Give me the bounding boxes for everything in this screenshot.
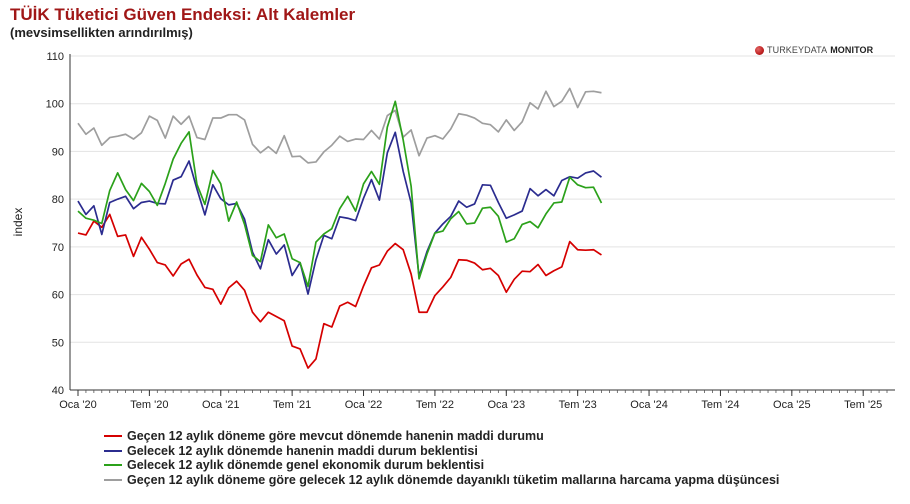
legend-swatch [104, 435, 122, 438]
legend-swatch [104, 464, 122, 467]
x-tick-label: Tem '23 [559, 399, 597, 411]
series-line-3 [77, 100, 603, 288]
x-tick-label: Tem '21 [273, 399, 311, 411]
brand-logo: TURKEYDATA MONITOR [755, 45, 873, 55]
legend-swatch [104, 478, 122, 481]
x-tick-label: Tem '24 [701, 399, 739, 411]
chart-title: TÜİK Tüketici Güven Endeksi: Alt Kalemle… [10, 5, 356, 24]
brand-suffix: MONITOR [830, 45, 874, 55]
x-tick-label: Tem '20 [130, 399, 168, 411]
chart-subtitle: (mevsimsellikten arındırılmış) [10, 25, 193, 40]
x-tick-label: Oca '21 [202, 399, 240, 411]
y-tick-label: 70 [52, 242, 64, 254]
y-tick-labels: 40 50 60 70 80 90 100 110 [46, 51, 64, 397]
y-tick-label: 110 [46, 51, 64, 63]
x-tick-label: Tem '25 [844, 399, 882, 411]
brand-prefix: TURKEYDATA [767, 45, 828, 55]
y-tick-label: 60 [52, 290, 64, 302]
y-tick-label: 50 [52, 337, 64, 349]
legend: Geçen 12 aylık döneme göre mevcut dönemd… [104, 429, 779, 487]
y-tick-label: 40 [52, 385, 64, 397]
legend-item: Gelecek 12 aylık dönemde hanenin maddi d… [104, 444, 779, 459]
y-tick-label: 80 [52, 194, 64, 206]
series-line-4 [77, 87, 602, 164]
x-tick-label: Oca '20 [59, 399, 97, 411]
series-line-2 [77, 131, 602, 295]
legend-label: Gelecek 12 aylık dönemde hanenin maddi d… [127, 443, 478, 458]
y-tick-label: 90 [52, 146, 64, 158]
legend-item: Geçen 12 aylık döneme göre gelecek 12 ay… [104, 473, 779, 488]
x-tick-label: Oca '23 [488, 399, 526, 411]
globe-icon [755, 45, 764, 55]
series-lines [77, 87, 603, 369]
legend-swatch [104, 449, 122, 452]
line-chart: 40 50 60 70 80 90 100 110 Oca '20 Tem '20 Oca '21… [11, 51, 895, 411]
y-axis-label: index [11, 208, 25, 237]
x-tick-labels: Oca '20 Tem '20 Oca '21 Tem '21 Oca '22 Tem '… [59, 399, 882, 411]
x-tick-label: Oca '25 [773, 399, 811, 411]
legend-label: Geçen 12 aylık döneme göre gelecek 12 ay… [127, 472, 780, 487]
legend-item: Geçen 12 aylık döneme göre mevcut dönemd… [104, 429, 779, 444]
x-tick-label: Oca '22 [345, 399, 383, 411]
legend-label: Geçen 12 aylık döneme göre mevcut dönemd… [127, 429, 544, 444]
legend-item: Gelecek 12 aylık dönemde genel ekonomik … [104, 458, 779, 473]
x-tick-label: Oca '24 [630, 399, 668, 411]
legend-label: Gelecek 12 aylık dönemde genel ekonomik … [127, 458, 485, 473]
series-line-1 [77, 213, 602, 369]
axes [69, 54, 895, 396]
grid-lines [70, 55, 895, 391]
y-tick-label: 100 [46, 99, 64, 111]
x-tick-label: Tem '22 [416, 399, 454, 411]
